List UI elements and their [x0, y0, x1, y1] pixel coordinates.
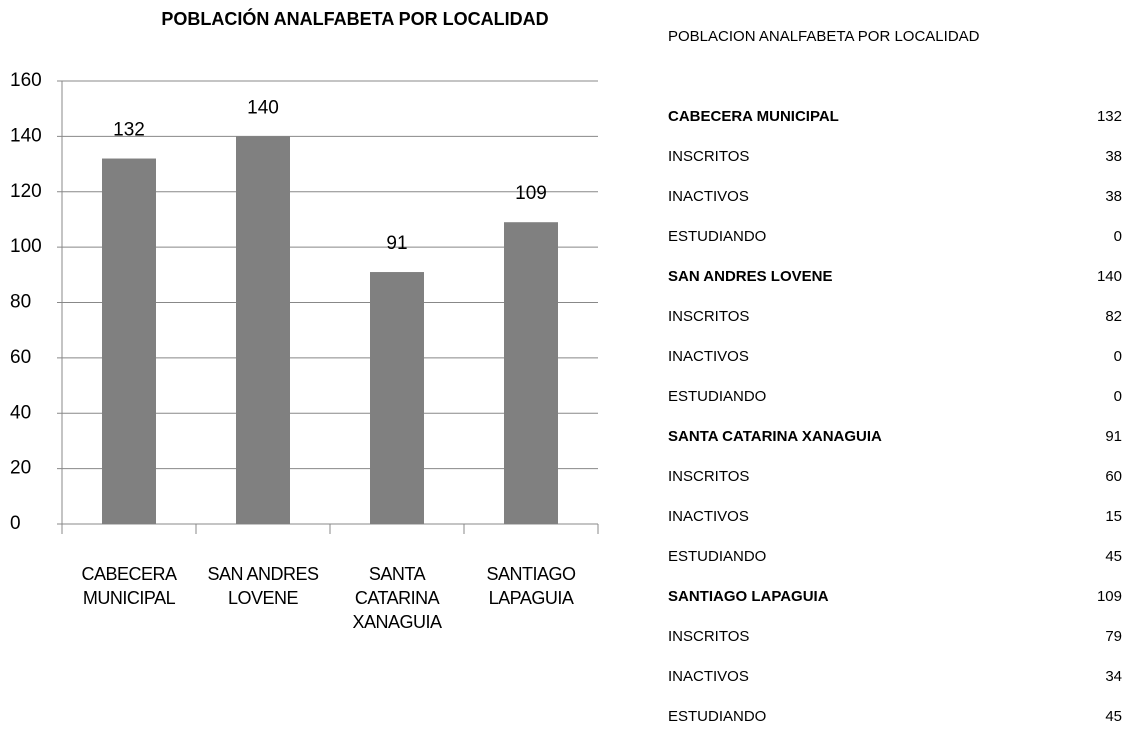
table-title: POBLACION ANALFABETA POR LOCALIDAD — [668, 28, 980, 45]
row-value: 140 — [1096, 268, 1122, 285]
row-value: 109 — [1096, 588, 1122, 605]
table-row: ESTUDIANDO 45 — [668, 547, 1122, 567]
table-row: SAN ANDRES LOVENE 140 — [668, 267, 1122, 287]
row-value: 15 — [1105, 508, 1122, 525]
row-value: 38 — [1105, 188, 1122, 205]
x-tick-label: SANTA CATARINA XANAGUIA — [352, 564, 442, 632]
y-tick-label: 80 — [10, 292, 31, 313]
value-label: 140 — [247, 97, 279, 118]
row-value: 0 — [1113, 228, 1122, 245]
value-label: 109 — [515, 183, 547, 204]
table-row: SANTIAGO LAPAGUIA 109 — [668, 587, 1122, 607]
row-value: 60 — [1105, 468, 1122, 485]
x-tick-label: SANTIAGO LAPAGUIA — [486, 564, 576, 608]
y-tick-label: 140 — [10, 125, 42, 146]
y-tick-label: 20 — [10, 458, 31, 479]
bar — [370, 272, 424, 524]
y-tick-label: 120 — [10, 181, 42, 202]
y-tick-label: 160 — [10, 70, 42, 91]
table-row: CABECERA MUNICIPAL 132 — [668, 107, 1122, 127]
row-label: SANTA CATARINA XANAGUIA — [668, 428, 882, 445]
row-label: CABECERA MUNICIPAL — [668, 108, 839, 125]
y-tick-label: 100 — [10, 236, 42, 257]
row-value: 82 — [1105, 308, 1122, 325]
row-label: INSCRITOS — [668, 468, 750, 485]
table-row: INSCRITOS 79 — [668, 627, 1122, 647]
row-value: 79 — [1105, 628, 1122, 645]
table-row: ESTUDIANDO 0 — [668, 227, 1122, 247]
table-row: INACTIVOS 0 — [668, 347, 1122, 367]
x-tick-label: CABECERA MUNICIPAL — [81, 564, 177, 608]
bar — [102, 158, 156, 524]
row-label: ESTUDIANDO — [668, 548, 767, 565]
table-row: ESTUDIANDO 45 — [668, 707, 1122, 727]
bar — [504, 222, 558, 525]
table-row: SANTA CATARINA XANAGUIA 91 — [668, 427, 1122, 447]
row-label: INSCRITOS — [668, 308, 750, 325]
value-label: 132 — [113, 120, 145, 141]
row-label: SAN ANDRES LOVENE — [668, 268, 833, 285]
row-value: 45 — [1105, 548, 1122, 565]
y-tick-label: 40 — [10, 402, 31, 423]
row-label: ESTUDIANDO — [668, 708, 767, 725]
row-label: INACTIVOS — [668, 668, 749, 685]
row-label: INACTIVOS — [668, 188, 749, 205]
row-label: INACTIVOS — [668, 508, 749, 525]
row-value: 91 — [1105, 428, 1122, 445]
chart: POBLACIÓN ANALFABETA POR LOCALIDAD 0 20 40… — [10, 8, 599, 534]
table-row: INACTIVOS 34 — [668, 667, 1122, 687]
row-value: 0 — [1113, 348, 1122, 365]
table-row: INSCRITOS 60 — [668, 467, 1122, 487]
table-row: INACTIVOS 15 — [668, 507, 1122, 527]
row-value: 0 — [1113, 388, 1122, 405]
row-value: 38 — [1105, 148, 1122, 165]
chart-title: POBLACIÓN ANALFABETA POR LOCALIDAD — [161, 8, 548, 29]
table-row: ESTUDIANDO 0 — [668, 387, 1122, 407]
table-row: INACTIVOS 38 — [668, 187, 1122, 207]
data-table: POBLACION ANALFABETA POR LOCALIDAD CABEC… — [668, 0, 1122, 729]
y-tick-label: 0 — [10, 513, 21, 534]
row-label: INSCRITOS — [668, 148, 750, 165]
row-label: ESTUDIANDO — [668, 228, 767, 245]
value-label: 91 — [386, 233, 407, 254]
table-row: INSCRITOS 38 — [668, 147, 1122, 167]
row-label: SANTIAGO LAPAGUIA — [668, 588, 829, 605]
bar — [236, 136, 290, 524]
row-label: INACTIVOS — [668, 348, 749, 365]
row-label: INSCRITOS — [668, 628, 750, 645]
row-value: 45 — [1105, 708, 1122, 725]
row-value: 132 — [1096, 108, 1122, 125]
table-row: INSCRITOS 82 — [668, 307, 1122, 327]
row-label: ESTUDIANDO — [668, 388, 767, 405]
x-tick-label: SAN ANDRES LOVENE — [207, 564, 319, 608]
row-value: 34 — [1105, 668, 1122, 685]
y-tick-label: 60 — [10, 347, 31, 368]
